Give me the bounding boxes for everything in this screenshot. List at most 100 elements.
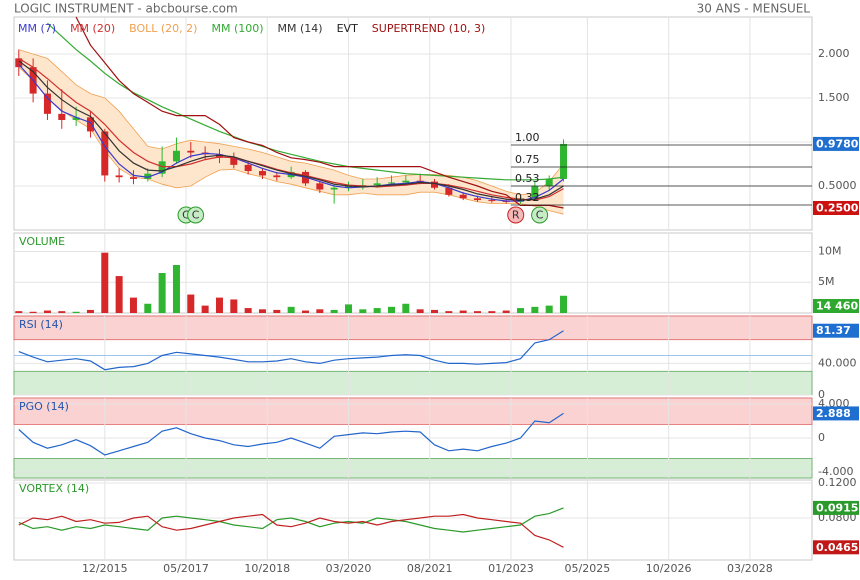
volume-bar — [459, 310, 467, 313]
candle-body — [86, 117, 94, 132]
candle-body — [215, 154, 223, 158]
band-fill — [18, 49, 564, 215]
value-box-label: 0.9780 — [816, 137, 859, 150]
y-tick-label: -4.000 — [818, 465, 853, 478]
candle-body — [459, 194, 467, 199]
legend-entry: SUPERTREND (10, 3) — [372, 22, 486, 35]
candle-body — [43, 93, 51, 114]
volume-bar — [502, 310, 510, 313]
zone — [13, 370, 813, 396]
volume-bar — [344, 304, 352, 313]
panel-frame — [13, 479, 813, 561]
indicator-line — [18, 507, 564, 533]
x-tick-label: 10/2026 — [646, 562, 692, 575]
panel-title: VORTEX (14) — [19, 482, 89, 495]
volume-bar — [474, 311, 482, 313]
volume-bar — [43, 310, 51, 313]
volume-bar — [445, 311, 453, 313]
legend-entry: MM (20) — [70, 22, 115, 35]
x-tick-label: 03/2028 — [727, 562, 773, 575]
y-tick-label: 1.500 — [818, 91, 850, 104]
candle-body — [230, 157, 238, 165]
candle-body — [15, 58, 23, 68]
volume-bar — [158, 273, 166, 313]
panel-frame — [13, 232, 813, 314]
value-box-label: 2.888 — [816, 407, 851, 420]
value-box-label: 14 460 — [816, 300, 858, 313]
legend-entry: EVT — [337, 22, 358, 35]
value-box-label: 0.2500 — [816, 201, 859, 214]
event-label: C — [182, 209, 190, 222]
volume-bar — [517, 308, 525, 313]
volume-bar — [560, 295, 568, 313]
candle-body — [172, 150, 180, 162]
y-tick-label: 5M — [818, 275, 835, 288]
indicator-line — [18, 60, 564, 201]
candle-body — [129, 177, 137, 179]
candle-body — [72, 117, 80, 120]
value-box-label: 81.37 — [816, 324, 851, 337]
y-tick-label: 40.000 — [818, 356, 857, 369]
x-tick-label: 08/2021 — [407, 562, 453, 575]
candle-body — [545, 178, 553, 186]
volume-bar — [531, 306, 539, 313]
legend-entry: MM (100) — [211, 22, 263, 35]
page-title: LOGIC INSTRUMENT - abcbourse.com — [14, 2, 238, 16]
indicator-line — [46, 22, 564, 181]
y-tick-label: 0 — [818, 388, 825, 401]
x-tick-label: 10/2018 — [244, 562, 290, 575]
panel-title: VOLUME — [19, 235, 65, 248]
volume-bar — [488, 311, 496, 313]
event-marker — [507, 206, 525, 224]
volume-bar — [330, 309, 338, 313]
candle-body — [373, 183, 381, 186]
volume-bar — [101, 252, 109, 313]
event-marker — [187, 206, 205, 224]
x-tick-label: 01/2023 — [488, 562, 534, 575]
volume-bar — [416, 309, 424, 313]
candle-body — [445, 187, 453, 195]
y-tick-label: 10M — [818, 244, 842, 257]
candle-body — [258, 171, 266, 176]
volume-bar — [86, 309, 94, 313]
y-tick-label: 0.1200 — [818, 476, 857, 489]
candle-body — [531, 185, 539, 199]
event-label: C — [192, 209, 200, 222]
volume-bar — [301, 310, 309, 313]
indicator-line — [18, 64, 564, 202]
volume-bar — [402, 303, 410, 313]
y-tick-label: 0 — [818, 431, 825, 444]
candle-body — [488, 200, 496, 202]
volume-bar — [115, 276, 123, 313]
event-marker — [531, 206, 549, 224]
volume-bar — [230, 299, 238, 313]
value-box — [813, 323, 859, 338]
volume-bar — [144, 303, 152, 313]
candle-body — [402, 180, 410, 183]
value-box — [813, 299, 859, 313]
band-upper — [18, 49, 564, 196]
candle-body — [560, 143, 568, 179]
candle-body — [316, 183, 324, 190]
volume-bar — [244, 308, 252, 313]
volume-bar — [387, 306, 395, 313]
x-tick-label: 05/2025 — [565, 562, 611, 575]
candle-body — [387, 182, 395, 184]
zone — [13, 397, 813, 425]
fib-label: 0.32 — [515, 191, 540, 204]
indicator-line — [18, 513, 564, 548]
value-box-label: 0.0465 — [816, 541, 858, 554]
indicator-line — [18, 412, 564, 456]
volume-bar — [258, 309, 266, 313]
event-label: R — [512, 209, 520, 222]
candle-body — [431, 181, 439, 188]
x-tick-label: 03/2020 — [326, 562, 372, 575]
panel-title: RSI (14) — [19, 318, 63, 331]
value-box — [813, 136, 859, 151]
volume-bar — [29, 311, 37, 313]
value-box — [813, 540, 859, 555]
volume-bar — [58, 311, 66, 313]
candle-body — [330, 187, 338, 190]
event-label: C — [536, 209, 544, 222]
